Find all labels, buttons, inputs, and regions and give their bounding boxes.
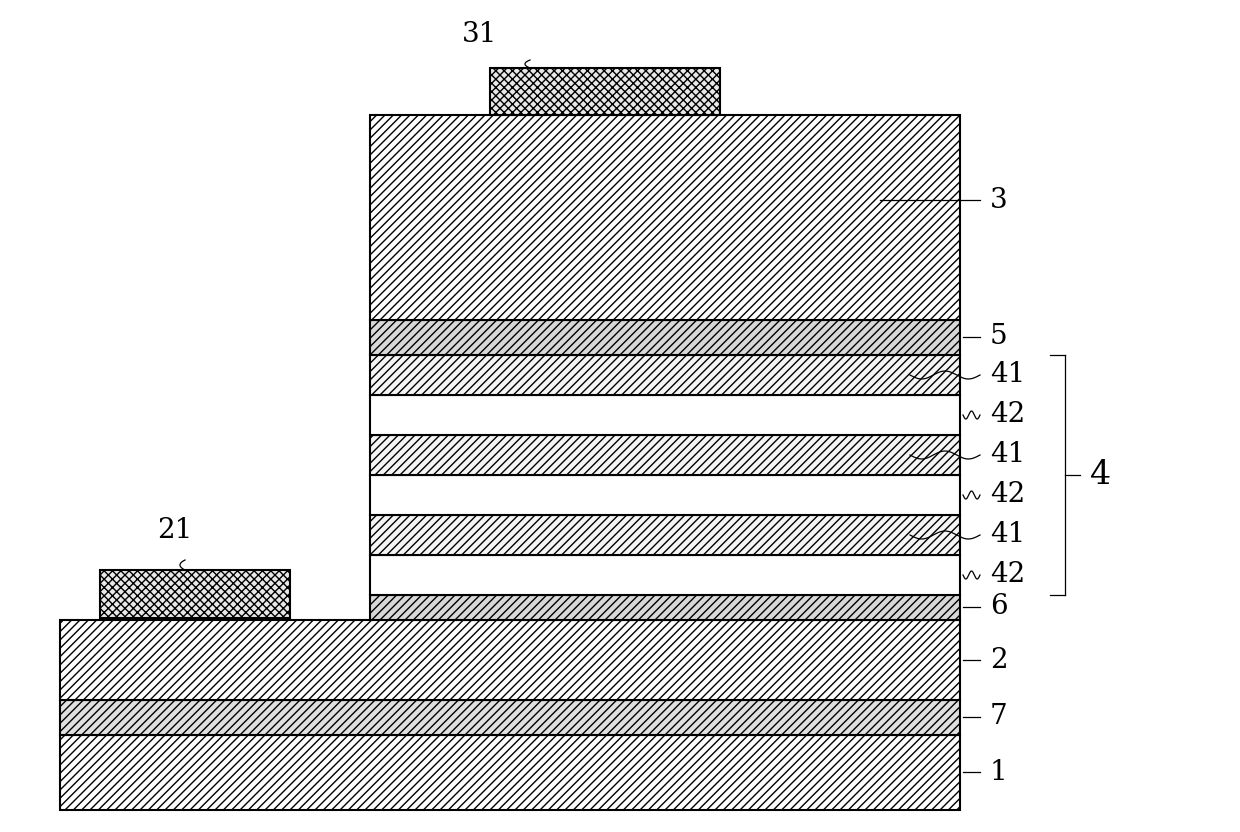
Bar bbox=[370, 595, 960, 620]
Text: 3: 3 bbox=[990, 186, 1008, 214]
Text: 2: 2 bbox=[990, 646, 1008, 673]
Bar bbox=[370, 355, 960, 395]
Bar bbox=[370, 435, 960, 475]
Text: 31: 31 bbox=[463, 22, 497, 48]
Text: 41: 41 bbox=[990, 361, 1025, 389]
Text: 42: 42 bbox=[990, 482, 1025, 508]
Text: 42: 42 bbox=[990, 562, 1025, 588]
Bar bbox=[370, 320, 960, 355]
Bar bbox=[60, 735, 960, 810]
Text: 5: 5 bbox=[990, 324, 1008, 350]
Bar bbox=[60, 700, 960, 735]
Bar bbox=[370, 115, 960, 320]
Bar bbox=[370, 555, 960, 595]
Text: 1: 1 bbox=[990, 759, 1008, 785]
Text: 41: 41 bbox=[990, 522, 1025, 548]
Bar bbox=[100, 570, 290, 618]
Text: 41: 41 bbox=[990, 442, 1025, 468]
Text: 21: 21 bbox=[157, 517, 192, 543]
Bar bbox=[370, 515, 960, 555]
Text: 6: 6 bbox=[990, 593, 1008, 621]
Text: 42: 42 bbox=[990, 402, 1025, 428]
Text: 4: 4 bbox=[1090, 459, 1111, 491]
Bar bbox=[370, 395, 960, 435]
Bar bbox=[370, 475, 960, 515]
Bar bbox=[490, 68, 720, 115]
Bar bbox=[60, 620, 960, 700]
Text: 7: 7 bbox=[990, 704, 1008, 730]
